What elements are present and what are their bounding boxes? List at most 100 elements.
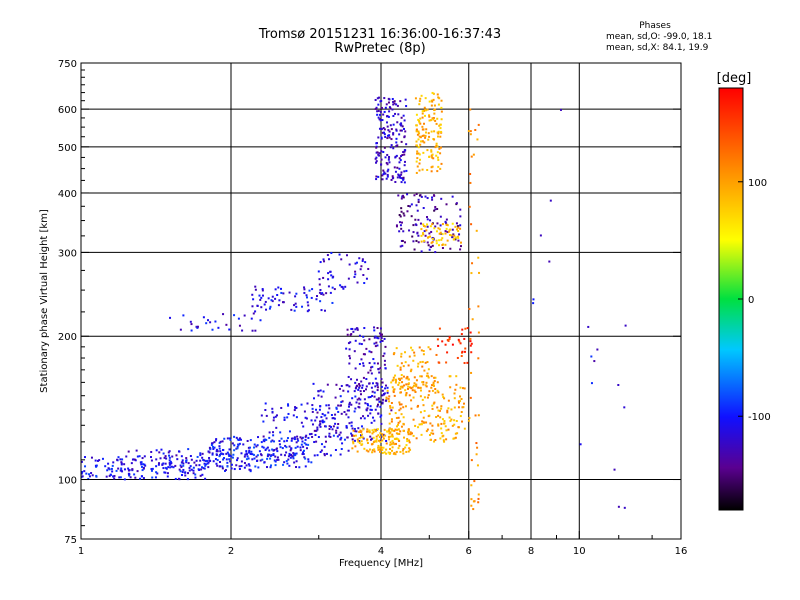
scatter-point [186,478,189,481]
scatter-point [325,404,328,407]
scatter-point [271,448,274,451]
scatter-point [451,222,454,225]
scatter-point [418,194,421,197]
scatter-point [390,138,393,141]
scatter-point [241,329,244,332]
scatter-point [476,446,479,449]
scatter-point [373,326,376,329]
scatter-point [337,404,340,407]
scatter-point [363,447,366,450]
scatter-point [286,416,289,419]
scatter-point [435,122,438,125]
scatter-point [379,334,382,337]
scatter-point [362,437,365,440]
scatter-point [420,94,423,97]
scatter-point [319,450,322,453]
scatter-point [454,225,457,228]
scatter-point [383,393,386,396]
scatter-point [417,404,420,407]
scatter-point [432,157,435,160]
scatter-point [392,132,395,135]
scatter-point [399,366,402,369]
scatter-point [218,447,221,450]
scatter-point [330,414,333,417]
scatter-point [348,362,351,365]
scatter-point [397,423,400,426]
scatter-point [425,430,428,433]
scatter-point [414,424,417,427]
scatter-point [404,351,407,354]
scatter-point [216,459,219,462]
scatter-point [187,462,190,465]
scatter-point [617,505,620,508]
scatter-point [400,124,403,127]
scatter-point [390,401,393,404]
scatter-point [430,149,433,152]
scatter-point [382,433,385,436]
scatter-point [399,176,402,179]
scatter-point [362,274,365,277]
scatter-point [293,452,296,455]
scatter-point [215,462,218,465]
scatter-point [381,448,384,451]
scatter-point [95,465,98,468]
scatter-point [422,233,425,236]
scatter-point [133,473,136,476]
scatter-point [385,396,388,399]
scatter-point [438,361,441,364]
scatter-point [322,258,325,261]
scatter-point [384,135,387,138]
scatter-point [237,444,240,447]
scatter-point [441,247,444,250]
scatter-point [390,144,393,147]
scatter-point [414,97,417,100]
scatter-point [470,272,473,275]
scatter-point [391,97,394,100]
scatter-point [235,447,238,450]
scatter-point [455,420,458,423]
scatter-point [340,448,343,451]
scatter-point [373,440,376,443]
scatter-point [428,114,431,117]
scatter-point [459,386,462,389]
scatter-point [380,378,383,381]
scatter-point [380,436,383,439]
scatter-point [357,440,360,443]
scatter-point [431,117,434,120]
scatter-point [233,468,236,471]
scatter-point [236,459,239,462]
scatter-point [370,351,373,354]
scatter-point [238,468,241,471]
scatter-point [418,386,421,389]
scatter-point [440,118,443,121]
scatter-point [211,452,214,455]
scatter-point [461,350,464,353]
scatter-point [419,386,422,389]
scatter-point [277,304,280,307]
scatter-point [219,440,222,443]
scatter-point [414,383,417,386]
scatter-point [369,438,372,441]
scatter-point [371,390,374,393]
scatter-point [283,416,286,419]
scatter-point [417,118,420,121]
scatter-point [305,443,308,446]
scatter-point [393,451,396,454]
scatter-point [474,414,477,417]
scatter-point [390,128,393,131]
scatter-point [443,422,446,425]
scatter-point [268,453,271,456]
scatter-point [426,108,429,111]
scatter-point [454,436,457,439]
scatter-point [386,173,389,176]
scatter-point [233,444,236,447]
scatter-point [317,394,320,397]
scatter-point [434,439,437,442]
scatter-point [252,312,255,315]
scatter-point [440,407,443,410]
scatter-point [381,451,384,454]
scatter-point [358,384,361,387]
colorbar-unit-label: [deg] [717,71,752,86]
scatter-point [204,464,207,467]
scatter-point [385,448,388,451]
